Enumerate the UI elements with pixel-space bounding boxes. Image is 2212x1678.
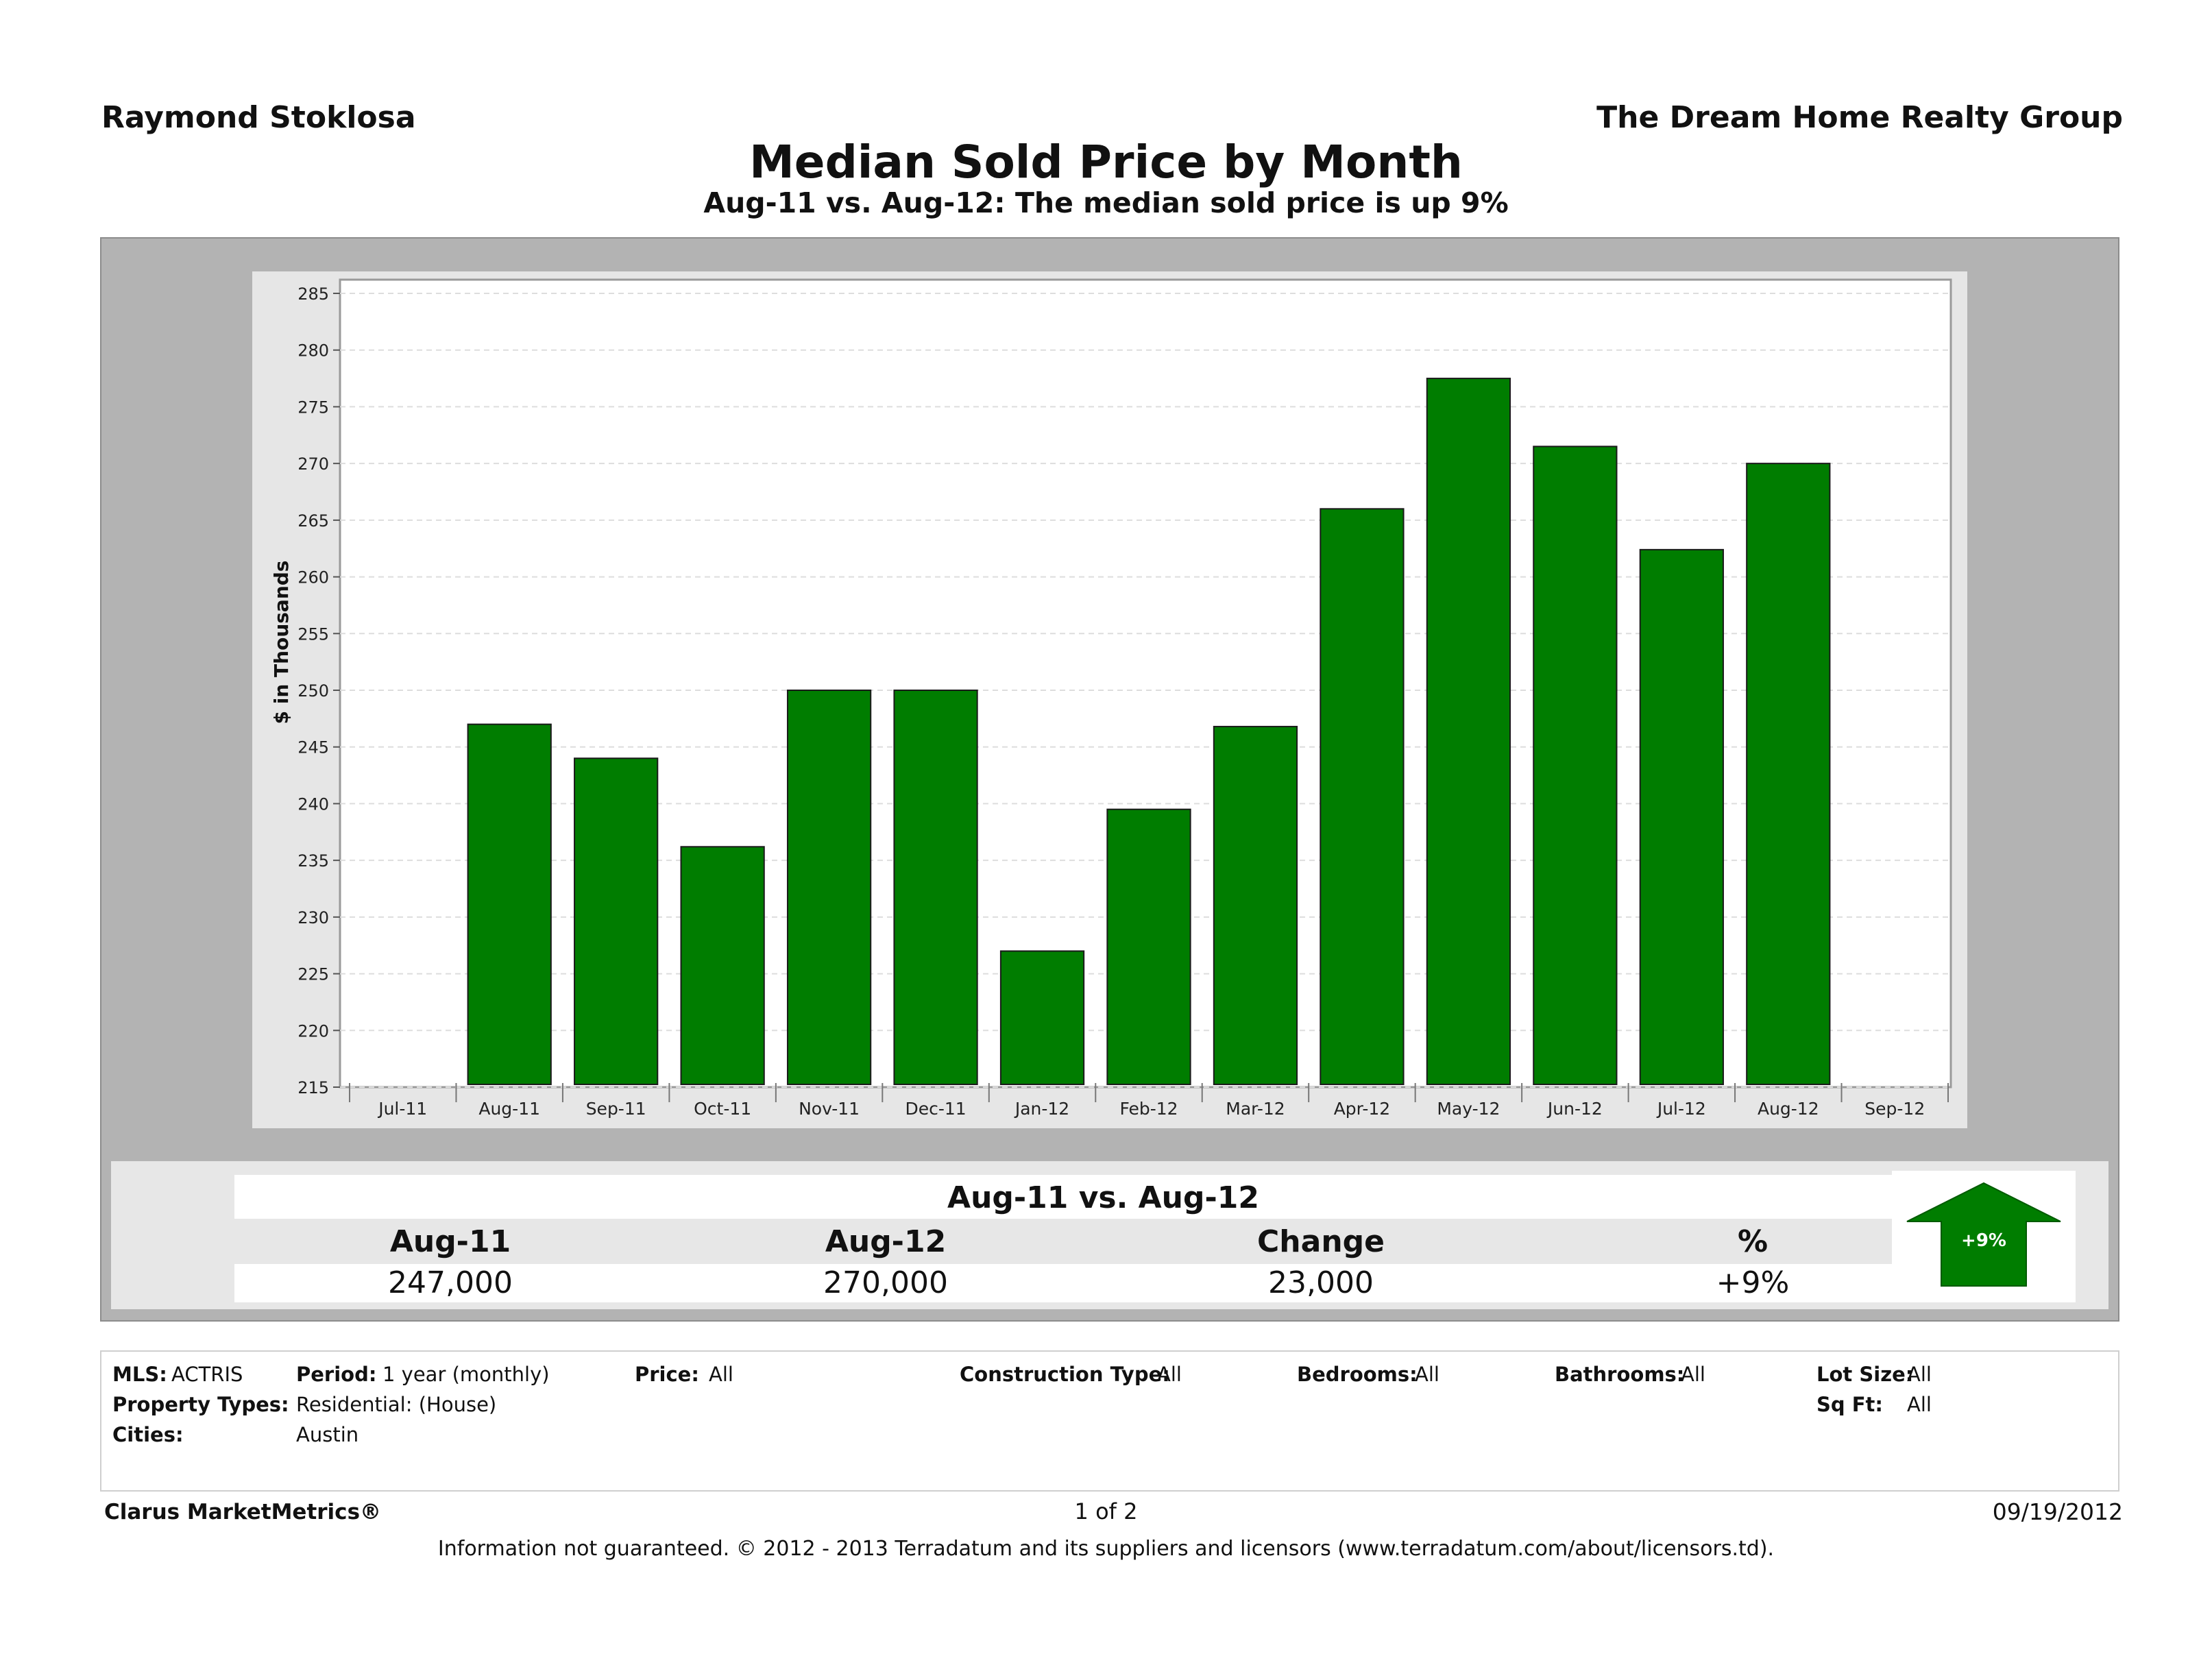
summary-col-aug11: Aug-11 (389, 1224, 511, 1259)
property-types-value: Residential: (House) (296, 1393, 497, 1416)
y-tick-label: 265 (297, 511, 329, 531)
x-tick-label: Dec-11 (905, 1099, 966, 1119)
y-tick-label: 285 (297, 284, 329, 304)
agent-name: Raymond Stoklosa (101, 100, 416, 135)
page-number: 1 of 2 (1074, 1498, 1138, 1524)
summary-panel: Aug-11 vs. Aug-12 Aug-11 Aug-12 Change %… (111, 1161, 2108, 1309)
cities-value: Austin (296, 1423, 359, 1446)
summary-val-aug11: 247,000 (388, 1265, 513, 1300)
construction-value: All (1157, 1363, 1182, 1386)
summary-col-change: Change (1257, 1224, 1385, 1259)
y-tick-label: 225 (297, 965, 329, 984)
brand-label: Clarus MarketMetrics® (104, 1500, 382, 1524)
summary-col-aug12: Aug-12 (825, 1224, 947, 1259)
x-tick-label: Feb-12 (1119, 1099, 1178, 1119)
x-tick-label: Jul-12 (1656, 1099, 1706, 1119)
period-value: 1 year (monthly) (382, 1363, 550, 1386)
bar-jan-12 (999, 950, 1085, 1085)
y-tick-label: 255 (297, 624, 329, 644)
y-tick-label: 250 (297, 681, 329, 701)
y-tick-label: 280 (297, 341, 329, 361)
period-label: Period: (296, 1363, 377, 1386)
x-tick-label: Jul-11 (377, 1099, 427, 1119)
bar-jul-12 (1639, 548, 1724, 1085)
cities-label: Cities: (112, 1423, 184, 1446)
x-tick-label: Apr-12 (1334, 1099, 1390, 1119)
bar-may-12 (1426, 378, 1511, 1086)
mls-value: ACTRIS (171, 1363, 243, 1386)
bathrooms-label: Bathrooms: (1555, 1363, 1685, 1386)
y-tick-label: 275 (297, 398, 329, 417)
construction-label: Construction Type: (960, 1363, 1170, 1386)
x-tick-label: Sep-12 (1864, 1099, 1925, 1119)
x-tick-label: Aug-12 (1758, 1099, 1819, 1119)
bedrooms-value: All (1415, 1363, 1439, 1386)
bar-apr-12 (1320, 508, 1405, 1086)
chart-container: 215 220 225 230 235 240 245 250 255 260 265 270 275 2… (252, 271, 1967, 1128)
lot-size-value: All (1907, 1363, 1932, 1386)
y-tick-label: 240 (297, 794, 329, 814)
chart-title: Median Sold Price by Month (749, 136, 1463, 189)
bar-nov-11 (786, 690, 872, 1085)
filters-panel: MLS: ACTRIS Period: 1 year (monthly) Pri… (100, 1350, 2119, 1492)
x-tick-label: Aug-11 (478, 1099, 540, 1119)
summary-val-change: 23,000 (1268, 1265, 1374, 1300)
chart-subtitle: Aug-11 vs. Aug-12: The median sold price… (703, 186, 1509, 219)
y-tick-label: 270 (297, 454, 329, 474)
report-date: 09/19/2012 (1992, 1498, 2123, 1525)
bar-dec-11 (893, 690, 978, 1085)
bar-oct-11 (680, 846, 765, 1085)
summary-val-aug12: 270,000 (823, 1265, 948, 1300)
y-tick-label: 215 (297, 1078, 329, 1097)
y-tick-label: 245 (297, 738, 329, 757)
change-indicator: +9% (1892, 1171, 2076, 1302)
bar-aug-12 (1746, 463, 1831, 1085)
price-value: All (709, 1363, 733, 1386)
bar-aug-11 (467, 723, 552, 1085)
lot-size-label: Lot Size: (1816, 1363, 1914, 1386)
summary-values-row (234, 1264, 1972, 1302)
y-axis-label: $ in Thousands (270, 561, 293, 725)
bar-jun-12 (1533, 446, 1618, 1086)
arrow-label: +9% (1961, 1230, 2006, 1251)
x-tick-label: Sep-11 (586, 1099, 646, 1119)
x-tick-label: Nov-11 (799, 1099, 860, 1119)
bar-mar-12 (1213, 725, 1298, 1085)
x-tick-label: Oct-11 (694, 1099, 751, 1119)
summary-heading: Aug-11 vs. Aug-12 (947, 1180, 1259, 1215)
y-tick-label: 230 (297, 908, 329, 927)
y-tick-label: 235 (297, 851, 329, 871)
summary-col-percent: % (1737, 1224, 1769, 1259)
mls-label: MLS: (112, 1363, 167, 1386)
sqft-label: Sq Ft: (1816, 1393, 1884, 1416)
x-tick-label: Jun-12 (1546, 1099, 1603, 1119)
sqft-value: All (1907, 1393, 1932, 1416)
bar-sep-11 (574, 757, 659, 1085)
bar-chart: 215 220 225 230 235 240 245 250 255 260 265 270 275 2… (270, 278, 1952, 1119)
x-tick-label: Jan-12 (1014, 1099, 1069, 1119)
bathrooms-value: All (1681, 1363, 1705, 1386)
y-tick-label: 220 (297, 1021, 329, 1041)
property-types-label: Property Types: (112, 1393, 289, 1416)
price-label: Price: (635, 1363, 699, 1386)
up-arrow-icon (1906, 1182, 2061, 1287)
x-tick-label: Mar-12 (1226, 1099, 1285, 1119)
bar-feb-12 (1106, 808, 1191, 1085)
summary-heading-row: Aug-11 vs. Aug-12 (234, 1175, 1972, 1219)
company-name: The Dream Home Realty Group (1596, 100, 2123, 135)
disclaimer: Information not guaranteed. © 2012 - 201… (437, 1537, 1775, 1561)
bedrooms-label: Bedrooms: (1297, 1363, 1418, 1386)
y-tick-label: 260 (297, 568, 329, 587)
x-tick-label: May-12 (1437, 1099, 1500, 1119)
summary-val-percent: +9% (1716, 1265, 1790, 1300)
